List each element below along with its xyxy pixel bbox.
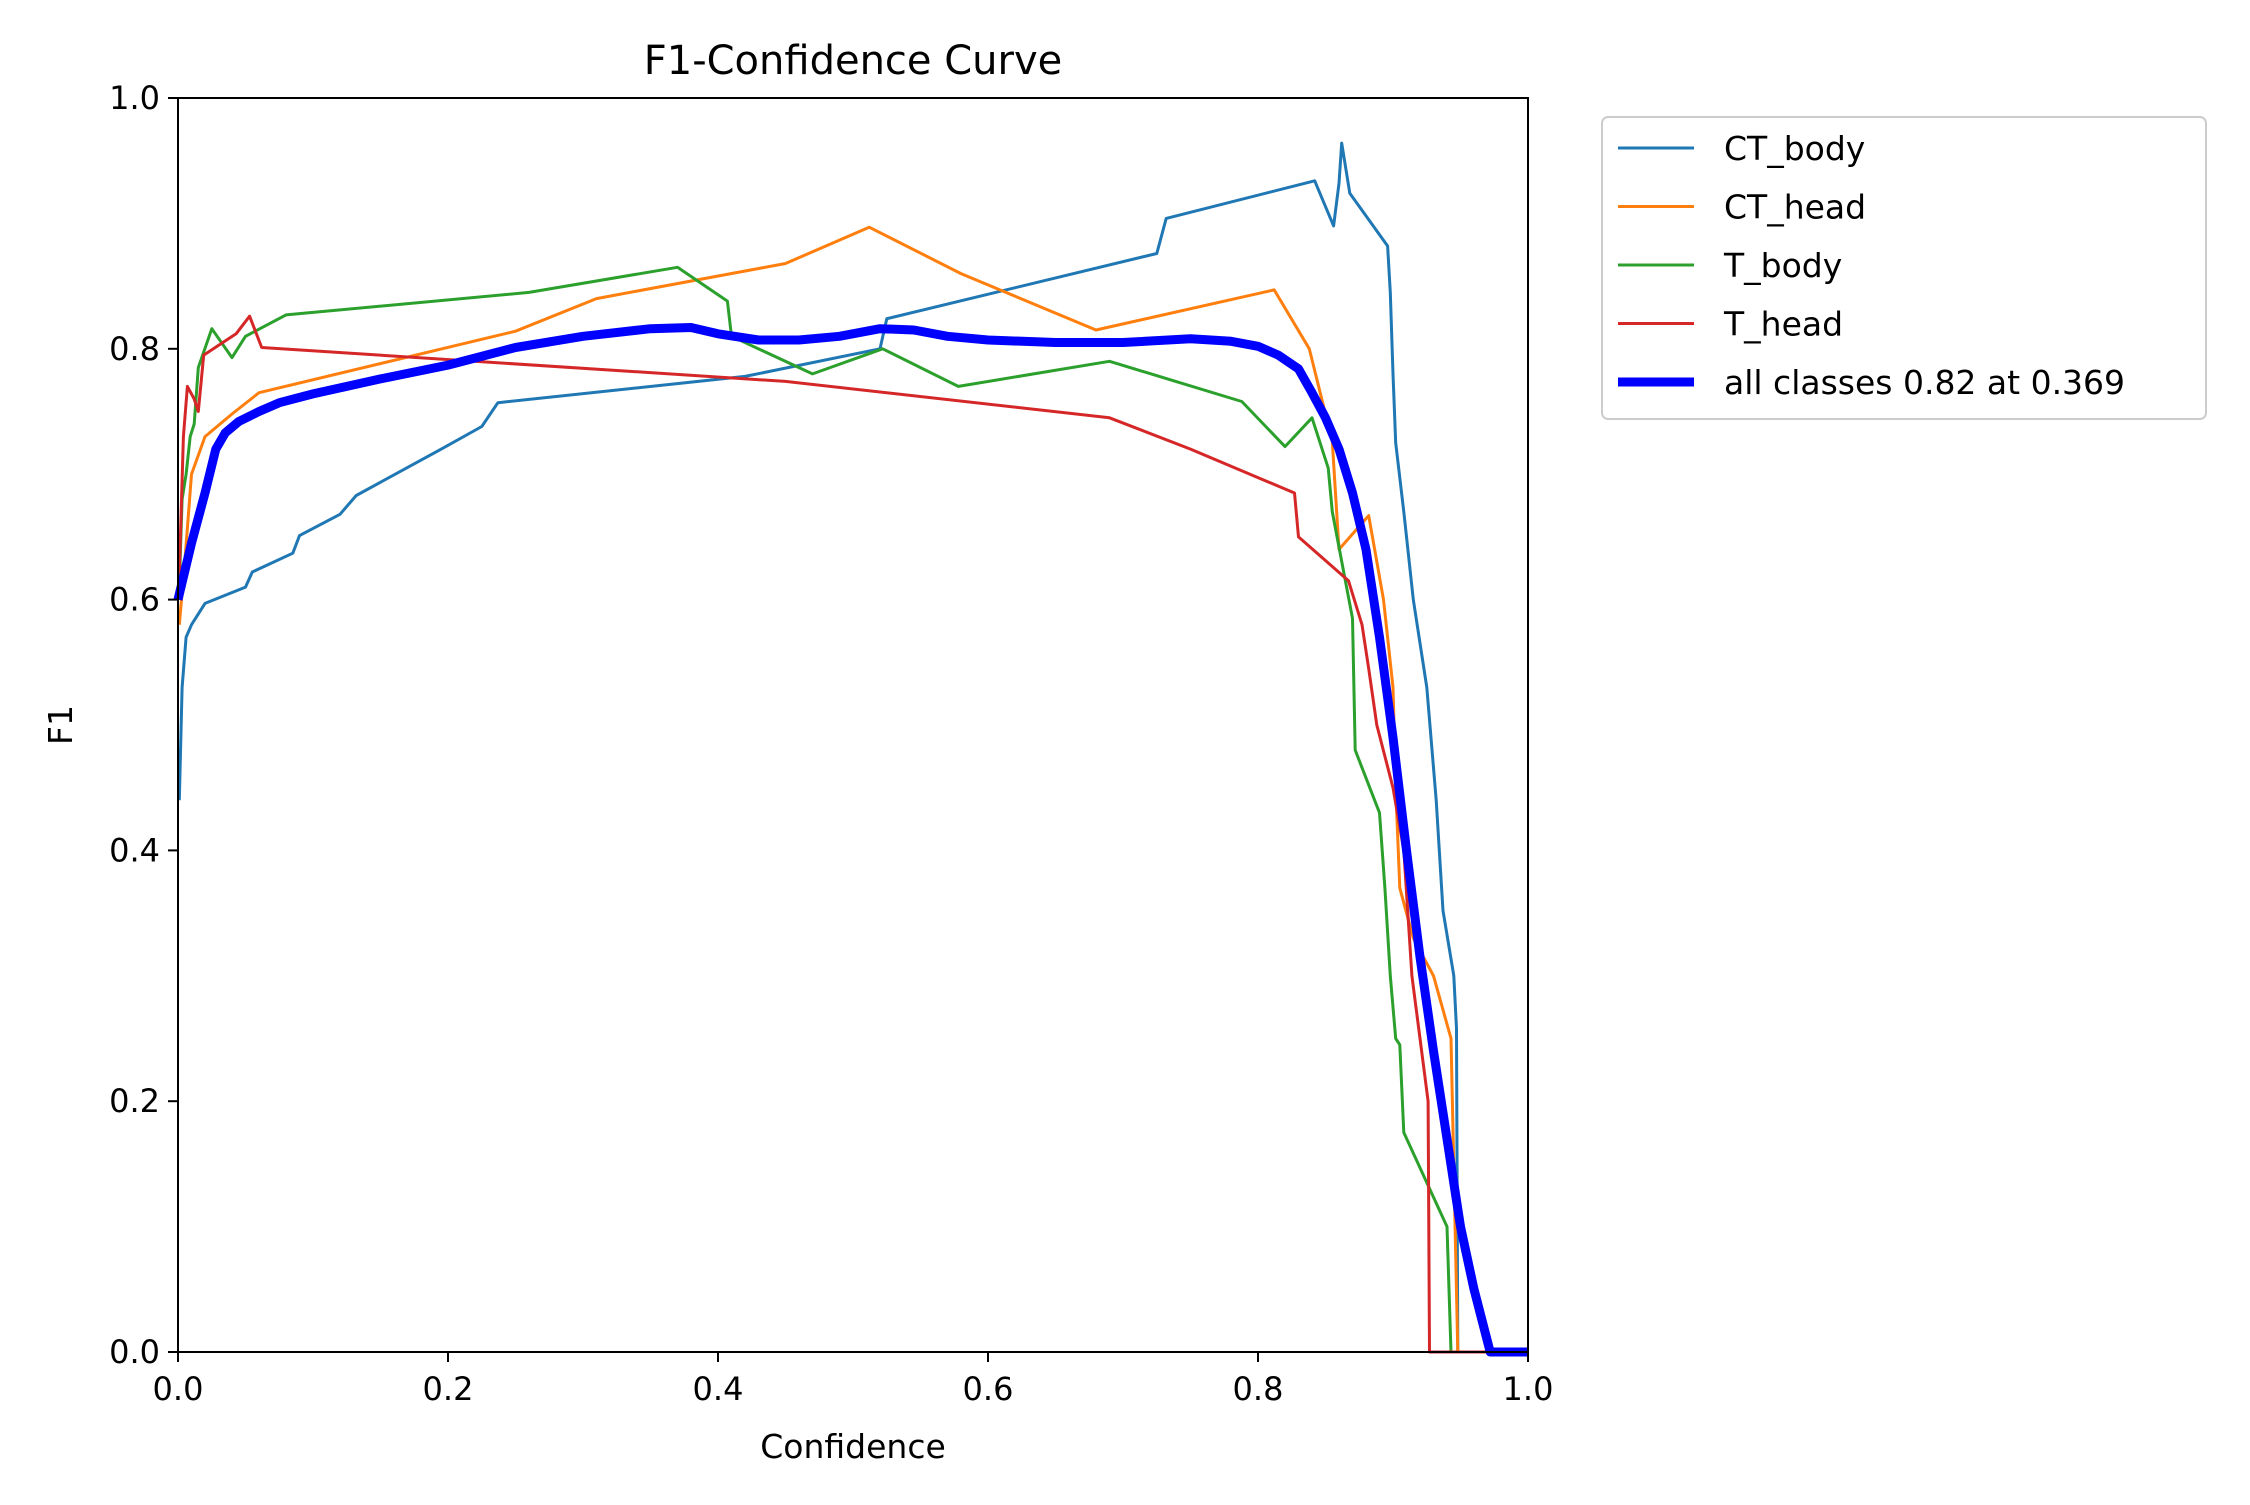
x-tick-label: 0.0 [153,1370,204,1408]
legend-label-t-head: T_head [1723,305,1843,344]
y-tick-label: 0.6 [109,581,160,619]
x-tick-label: 0.8 [1233,1370,1284,1408]
series-line-all-classes-0-82-at-0-369 [173,323,1528,1357]
y-tick-label: 0.0 [109,1333,160,1371]
legend-label-ct-body: CT_body [1724,129,1865,168]
legend-label-all-classes-0-82-at-0-369: all classes 0.82 at 0.369 [1724,363,2125,402]
y-tick-label: 0.8 [109,330,160,368]
x-tick-label: 0.4 [693,1370,744,1408]
x-tick-label: 1.0 [1503,1370,1554,1408]
series-line-ct-head [177,225,1528,1354]
y-axis-label: F1 [41,705,80,745]
series-line-t-head [177,314,1528,1354]
y-tick-label: 0.2 [109,1082,160,1120]
y-axis-ticks: 0.0 0.2 0.4 0.6 0.8 1.0 [109,79,178,1371]
series-line-t-body [177,265,1528,1354]
legend-box [1601,116,2207,420]
chart-title: F1-Confidence Curve [644,38,1063,84]
plot-lines [173,141,1528,1357]
series-line-ct-body [177,141,1528,1354]
x-tick-label: 0.6 [963,1370,1014,1408]
x-tick-label: 0.2 [423,1370,474,1408]
x-axis-ticks: 0.0 0.2 0.4 0.6 0.8 1.0 [153,1352,1554,1408]
legend-label-t-body: T_body [1723,246,1842,285]
legend-label-ct-head: CT_head [1724,188,1866,227]
x-axis-label: Confidence [760,1427,946,1466]
y-tick-label: 0.4 [109,831,160,869]
y-tick-label: 1.0 [109,79,160,117]
plot-frame [177,97,1529,1353]
